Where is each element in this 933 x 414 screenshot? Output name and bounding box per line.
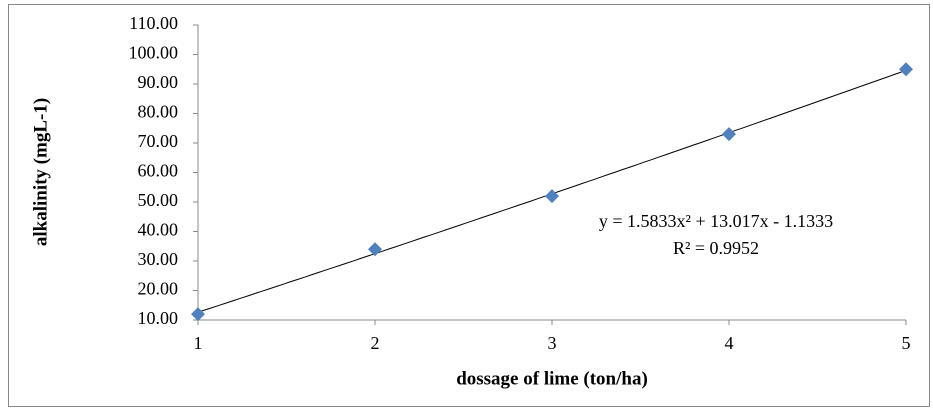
y-tick-label: 100.00 — [129, 43, 179, 63]
marker — [722, 127, 736, 142]
y-tick-label: 90.00 — [138, 72, 179, 92]
x-tick-label: 3 — [548, 333, 557, 353]
marker — [545, 189, 559, 204]
x-tick-label: 5 — [902, 333, 911, 353]
y-tick-label: 70.00 — [138, 131, 179, 151]
marker — [191, 307, 205, 322]
y-tick-label: 110.00 — [129, 13, 178, 33]
chart-border — [8, 4, 930, 407]
marker — [899, 62, 913, 77]
x-tick-label: 4 — [725, 333, 734, 353]
trend-r-squared: R² = 0.9952 — [673, 238, 759, 258]
trend-equation: y = 1.5833x² + 13.017x - 1.1333 — [599, 211, 833, 231]
y-tick-label: 80.00 — [138, 102, 179, 122]
y-tick-label: 60.00 — [138, 161, 179, 181]
y-tick-label: 10.00 — [138, 308, 179, 328]
y-tick-label: 20.00 — [138, 279, 179, 299]
y-axis-title: alkalinity (mgL-1) — [30, 98, 51, 246]
x-axis-title: dossage of lime (ton/ha) — [456, 368, 648, 389]
y-tick-label: 30.00 — [138, 249, 179, 269]
y-tick-label: 50.00 — [138, 190, 179, 210]
y-tick-label: 40.00 — [138, 220, 179, 240]
x-tick-label: 1 — [194, 333, 203, 353]
marker — [368, 242, 382, 257]
x-tick-label: 2 — [371, 333, 380, 353]
